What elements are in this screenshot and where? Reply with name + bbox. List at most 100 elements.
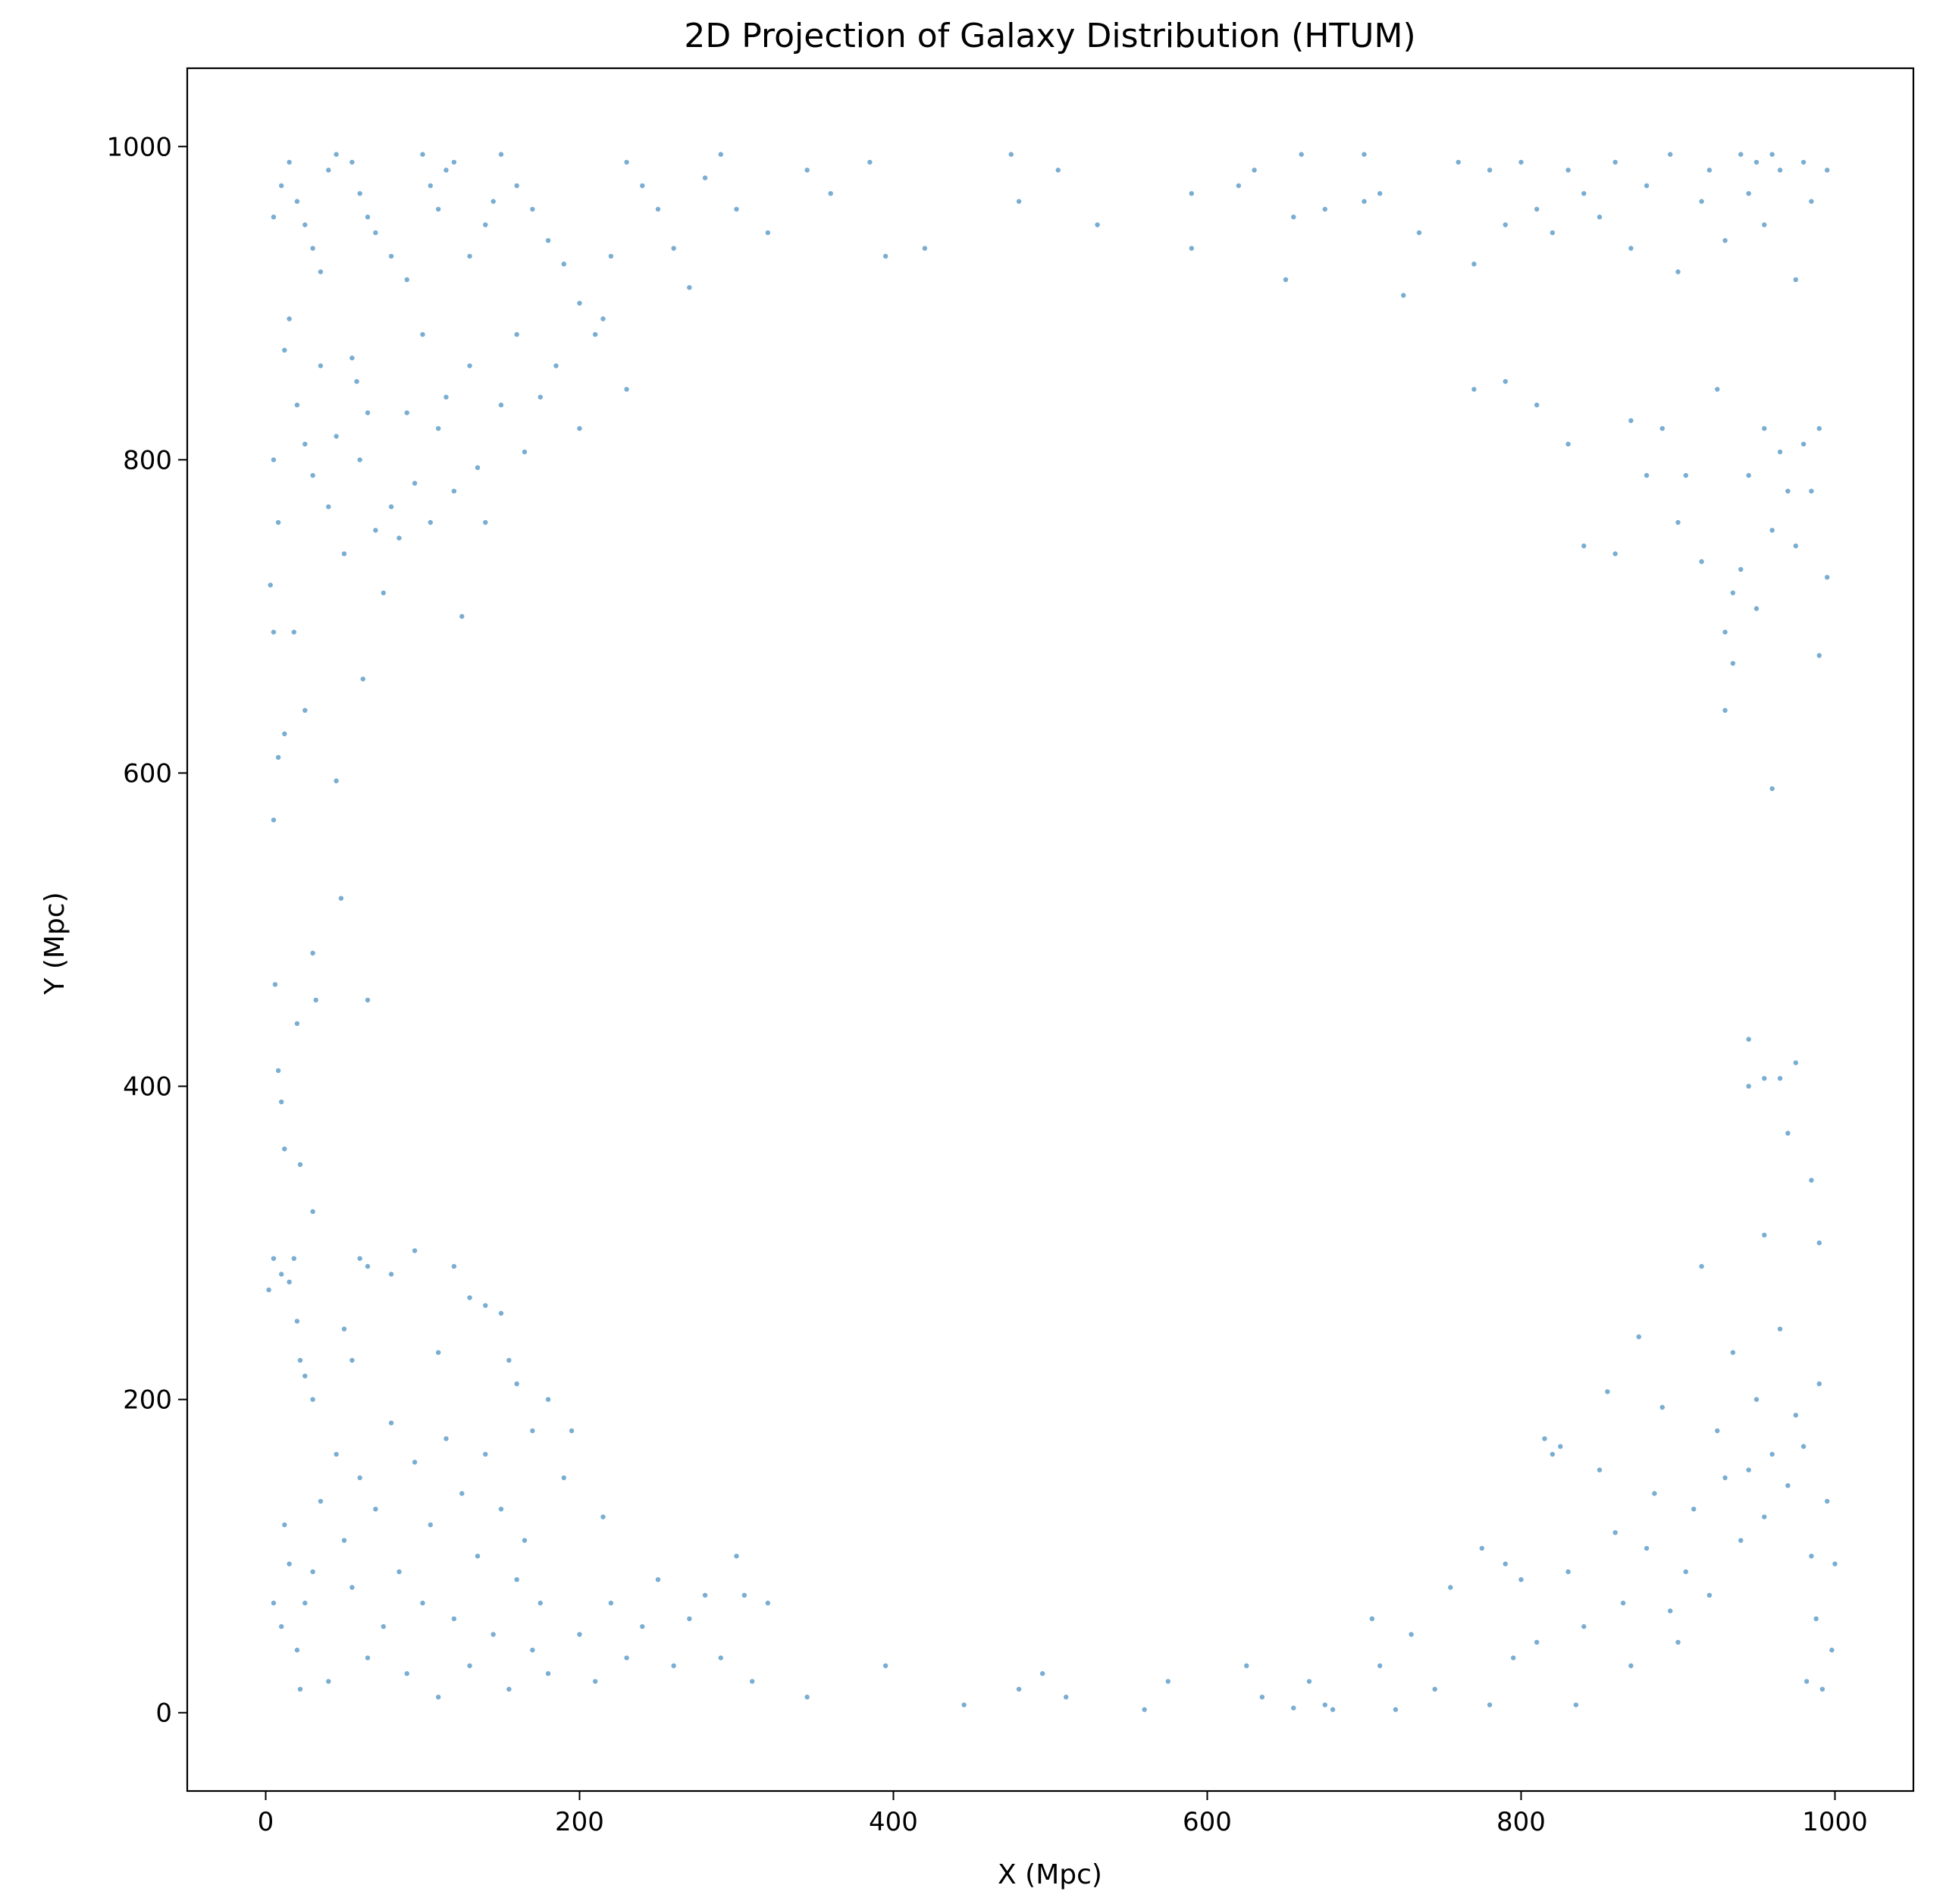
data-point [1503,222,1509,227]
data-point [530,1647,535,1653]
data-point [1746,472,1751,478]
data-point [302,1600,308,1606]
data-point [436,206,441,212]
data-point [1722,707,1728,713]
data-point [1252,168,1257,173]
data-point [1456,159,1461,165]
data-point [1722,1475,1728,1481]
data-point [297,1357,303,1363]
data-point [318,363,324,369]
data-point [1299,152,1304,157]
data-point [1330,1707,1336,1712]
data-point [1612,1530,1618,1535]
data-point [514,1577,519,1582]
data-point [1825,575,1830,580]
data-point [483,519,488,525]
data-point [1668,152,1673,157]
data-point [498,152,504,157]
data-point [883,1663,888,1668]
data-point [1715,1428,1720,1434]
y-tick-label: 400 [123,1072,172,1103]
data-point [338,896,344,901]
data-point [1785,1483,1791,1488]
data-point [360,676,365,682]
data-point [1550,230,1556,236]
data-point [577,425,582,431]
data-point [279,1623,284,1630]
data-point [334,1451,339,1457]
plot-frame [186,67,1915,1793]
data-point [373,1507,378,1512]
data-point [436,1350,441,1355]
data-point [294,1319,300,1324]
data-point [1832,1561,1838,1567]
data-point [467,363,472,369]
data-point [1283,277,1289,282]
data-point [341,1326,347,1332]
data-point [412,1248,418,1253]
data-point [1746,1084,1751,1089]
data-point [1628,418,1634,423]
data-point [275,754,281,760]
data-point [1800,159,1807,165]
data-point [420,152,425,157]
data-point [1825,168,1830,173]
data-point [593,331,598,337]
data-point [483,1303,488,1308]
data-point [388,504,394,510]
data-point [1393,1707,1399,1712]
data-point [1016,199,1022,204]
data-point [297,1162,303,1168]
data-point [1503,378,1509,384]
data-point [1753,606,1760,611]
data-point [271,1256,277,1261]
data-point [1040,1670,1045,1677]
data-point [1809,488,1814,494]
data-point [1715,387,1720,392]
data-point [1306,1679,1312,1684]
data-point [428,1522,433,1528]
data-point [287,316,292,322]
data-point [514,331,519,337]
y-axis-label: Y (Mpc) [39,892,71,995]
data-point [1432,1686,1437,1692]
data-point [1471,262,1477,267]
data-point [741,1592,747,1598]
data-point [365,1263,371,1269]
data-point [1518,159,1524,165]
data-point [1706,168,1713,173]
data-point [1565,168,1571,173]
data-point [1691,1507,1697,1512]
data-point [624,1655,629,1661]
data-point [1550,1451,1556,1457]
data-point [318,269,324,274]
data-point [1730,590,1736,596]
data-point [1659,1404,1665,1410]
data-point [310,950,315,956]
data-point [1534,206,1540,212]
data-point [388,1420,394,1426]
data-point [640,1623,645,1630]
data-point [545,1397,551,1402]
data-point [396,535,402,541]
data-point [1809,199,1814,204]
data-point [569,1428,575,1434]
x-tick-label: 0 [258,1807,274,1837]
x-tick-label: 1000 [1802,1807,1868,1837]
data-point [1819,1686,1825,1692]
data-point [1793,277,1798,282]
data-point [883,253,888,259]
data-point [354,378,359,384]
data-point [522,1538,528,1543]
data-point [349,1585,355,1590]
data-point [1668,1608,1673,1614]
data-point [600,316,606,322]
data-point [1762,222,1767,227]
data-point [436,1694,441,1700]
data-point [1612,551,1618,557]
points-layer [266,152,1838,1712]
y-tick-label: 800 [123,445,172,475]
data-point [1479,1545,1485,1551]
data-point [334,152,339,157]
data-point [334,434,339,439]
